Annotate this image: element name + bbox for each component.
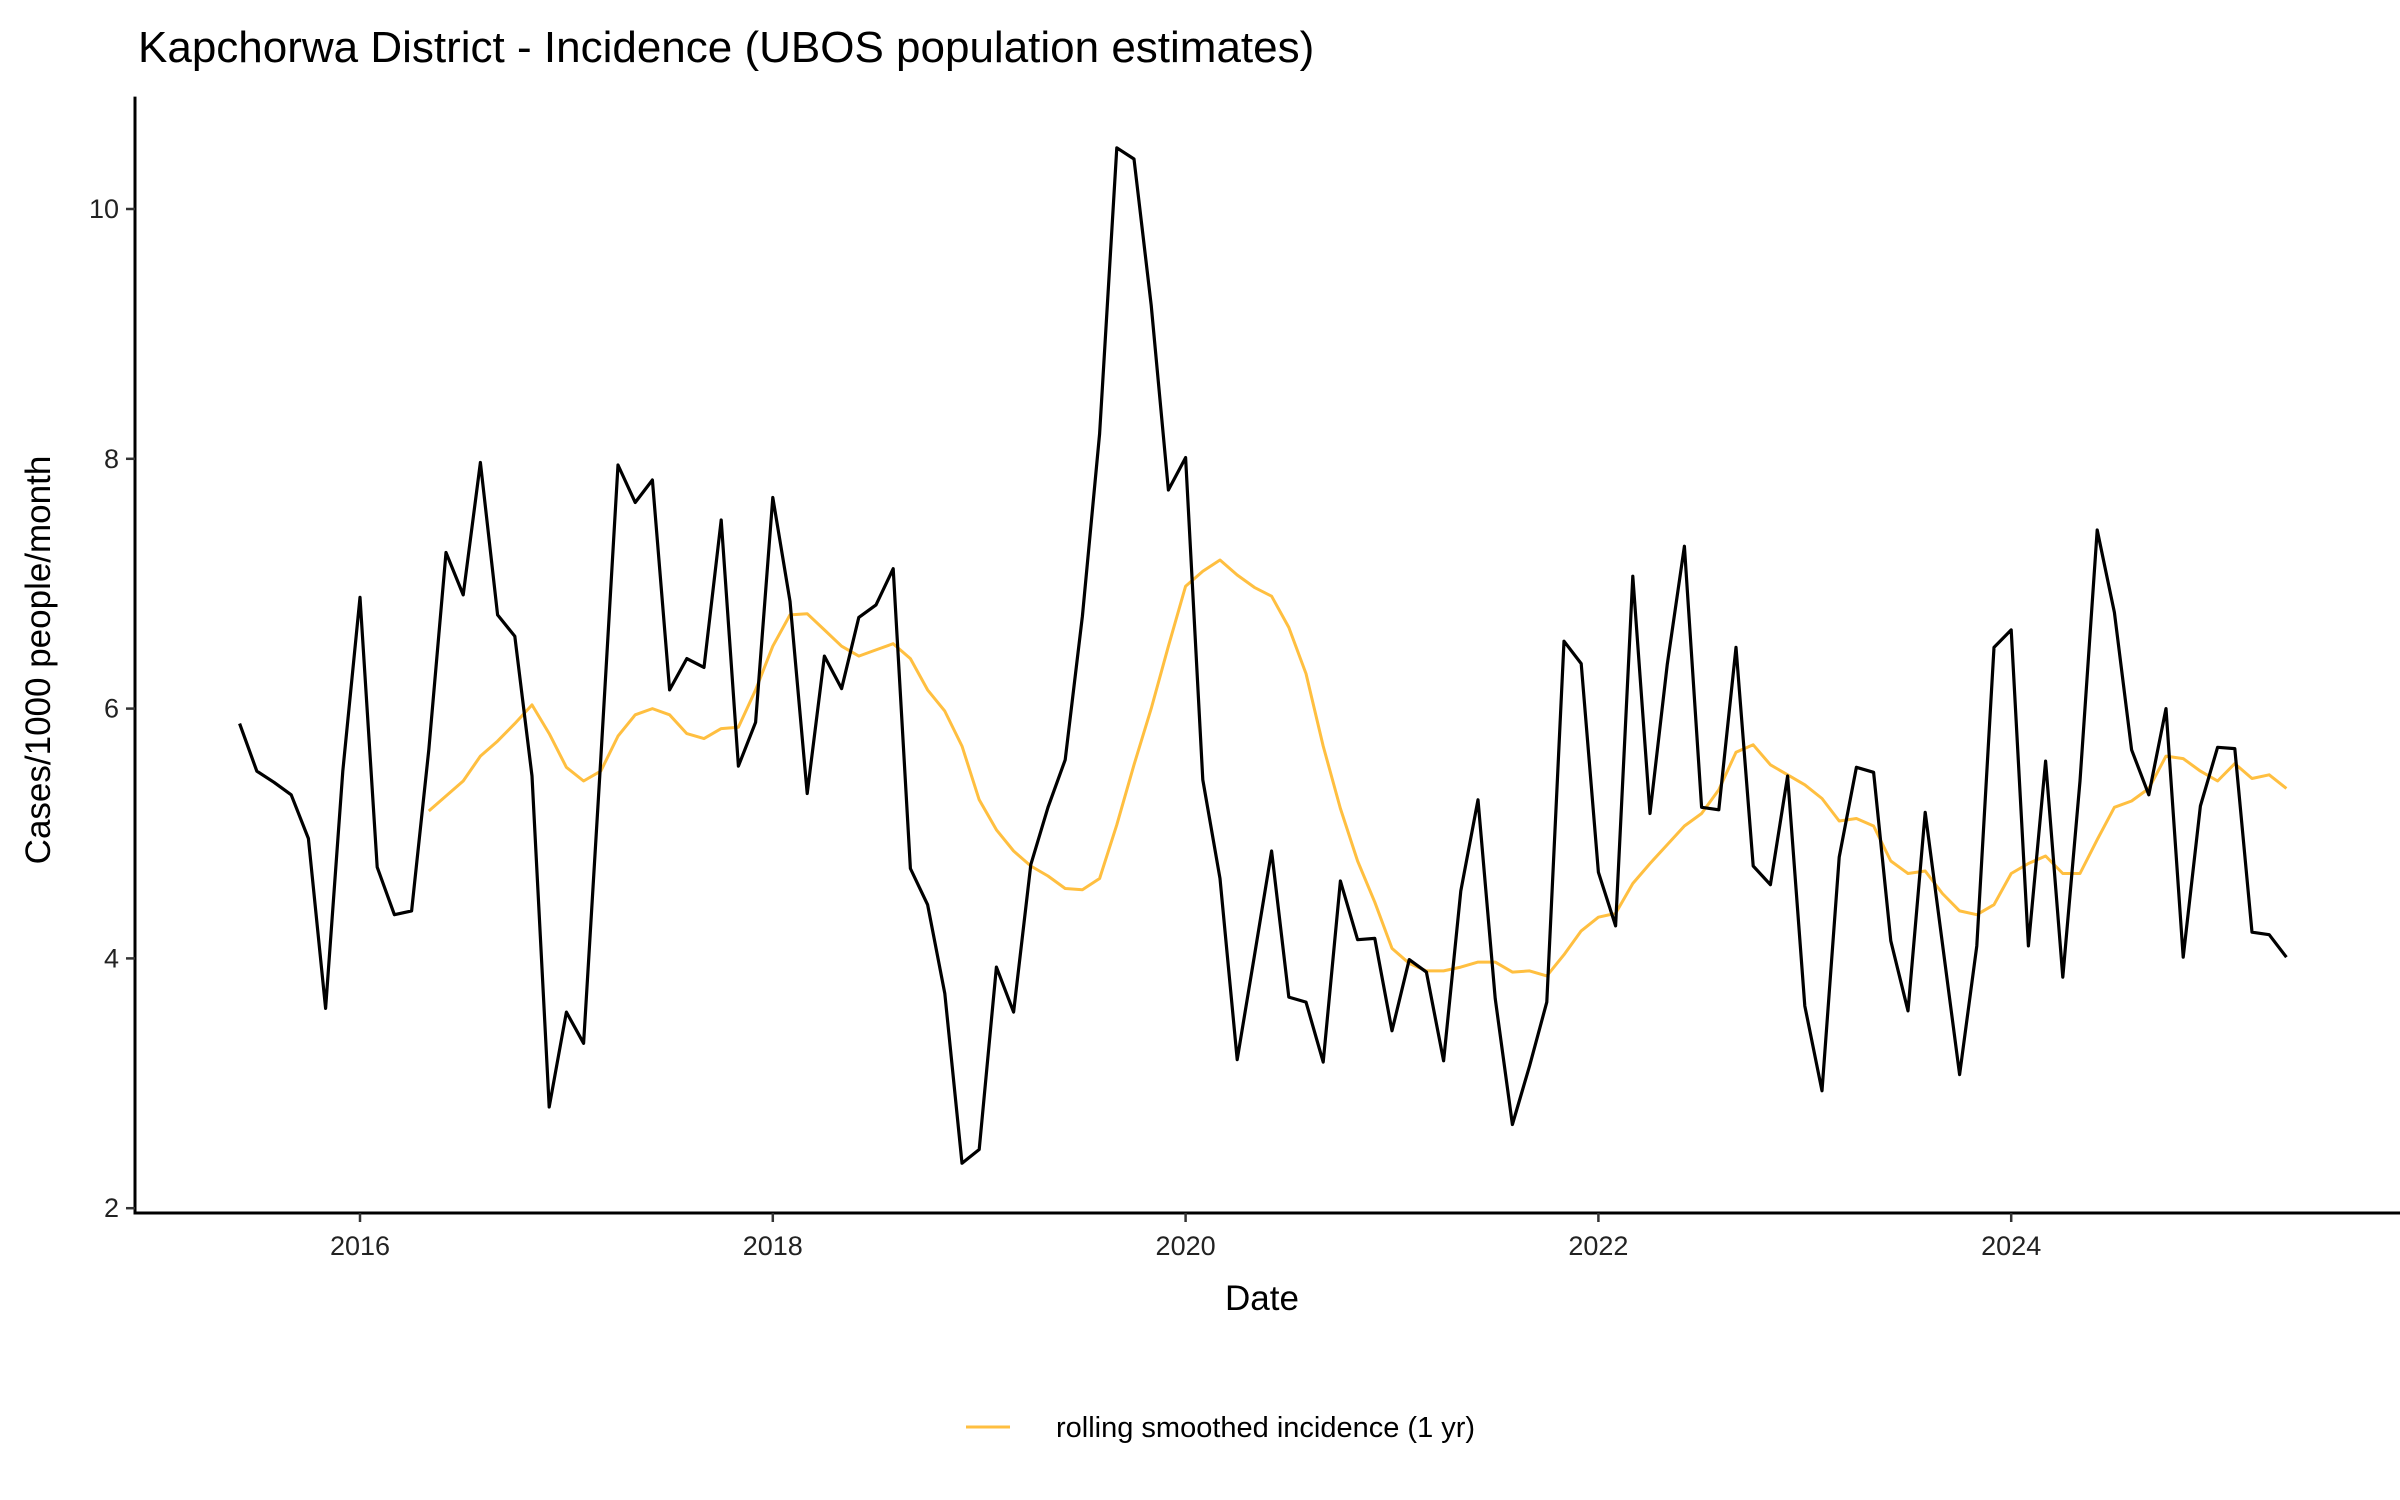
series-line-rolling-smoothed: [427, 558, 2288, 978]
y-tick-label: 10: [89, 194, 119, 224]
y-tick-label: 2: [104, 1193, 119, 1223]
legend: rolling smoothed incidence (1 yr): [966, 1412, 1475, 1444]
x-tick-label: 2016: [330, 1231, 390, 1261]
x-axis-title: Date: [1225, 1279, 1299, 1318]
y-axis-title: Cases/1000 people/month: [19, 456, 58, 865]
x-axis: 2016 2018 2020 2022 2024: [133, 1211, 2400, 1261]
x-tick-label: 2024: [1981, 1231, 2041, 1261]
chart-title: Kapchorwa District - Incidence (UBOS pop…: [138, 23, 1314, 72]
x-tick-label: 2020: [1156, 1231, 1216, 1261]
y-axis: 2 4 6 8 10: [89, 96, 137, 1223]
y-tick-label: 6: [104, 694, 119, 724]
series-line-incidence: [238, 146, 2288, 1165]
y-tick-label: 4: [104, 943, 119, 973]
plot-area: [238, 146, 2288, 1165]
legend-label-rolling: rolling smoothed incidence (1 yr): [1056, 1412, 1475, 1444]
y-tick-label: 8: [104, 444, 119, 474]
x-tick-label: 2022: [1568, 1231, 1628, 1261]
x-tick-label: 2018: [743, 1231, 803, 1261]
